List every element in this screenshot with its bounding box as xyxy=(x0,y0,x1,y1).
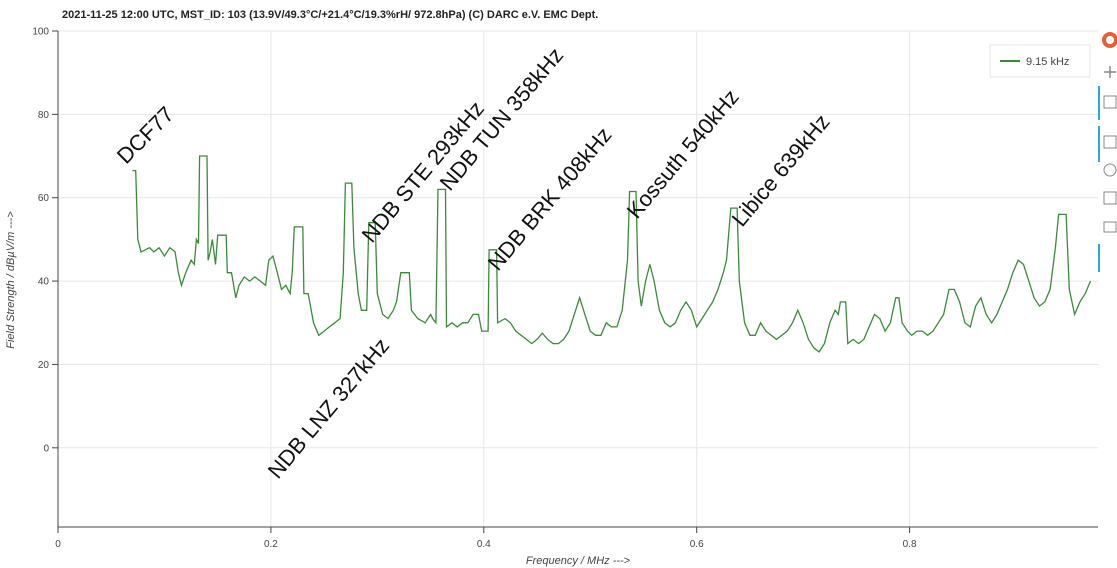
annotation: Kossuth 540kHz xyxy=(622,84,744,223)
save-tool[interactable] xyxy=(1103,191,1117,205)
hover-tool[interactable] xyxy=(1103,221,1117,233)
legend: 9.15 kHz xyxy=(989,44,1091,78)
x-tick-label: 0.4 xyxy=(477,539,491,550)
y-tick-label: 100 xyxy=(32,27,49,38)
annotation: DCF77 xyxy=(112,102,179,169)
y-tick-label: 0 xyxy=(43,443,49,454)
box-zoom-tool[interactable] xyxy=(1103,95,1117,109)
tool-active-bar xyxy=(1098,126,1100,162)
data-line xyxy=(132,155,1092,353)
y-tick-label: 60 xyxy=(38,193,50,204)
logo xyxy=(1102,32,1117,48)
tool-active-bar xyxy=(1098,86,1100,120)
y-tick-label: 80 xyxy=(38,110,50,121)
chart-title: 2021-11-25 12:00 UTC, MST_ID: 103 (13.9V… xyxy=(62,9,598,21)
y-tick-label: 20 xyxy=(38,360,50,371)
y-tick-label: 40 xyxy=(38,277,50,288)
x-tick-label: 0.2 xyxy=(264,539,278,550)
annotation: Libice 639kHz xyxy=(727,109,835,231)
x-tick-label: 0.6 xyxy=(690,539,704,550)
tool-active-bar xyxy=(1098,244,1100,272)
annotation: NDB BRK 408kHz xyxy=(483,122,617,275)
legend-label: 9.15 kHz xyxy=(1026,56,1069,68)
reset-tool[interactable] xyxy=(1103,163,1117,177)
x-tick-label: 0 xyxy=(55,539,61,550)
pan-tool[interactable] xyxy=(1104,66,1116,78)
y-axis-label: Field Strength / dBµV/m ---> xyxy=(5,211,17,349)
wheel-zoom-tool[interactable] xyxy=(1103,135,1117,149)
toolbar xyxy=(1098,32,1117,272)
x-tick-label: 0.8 xyxy=(903,539,917,550)
x-axis-label: Frequency / MHz ---> xyxy=(526,555,631,567)
annotation: NDB LNZ 327kHz xyxy=(263,333,395,483)
